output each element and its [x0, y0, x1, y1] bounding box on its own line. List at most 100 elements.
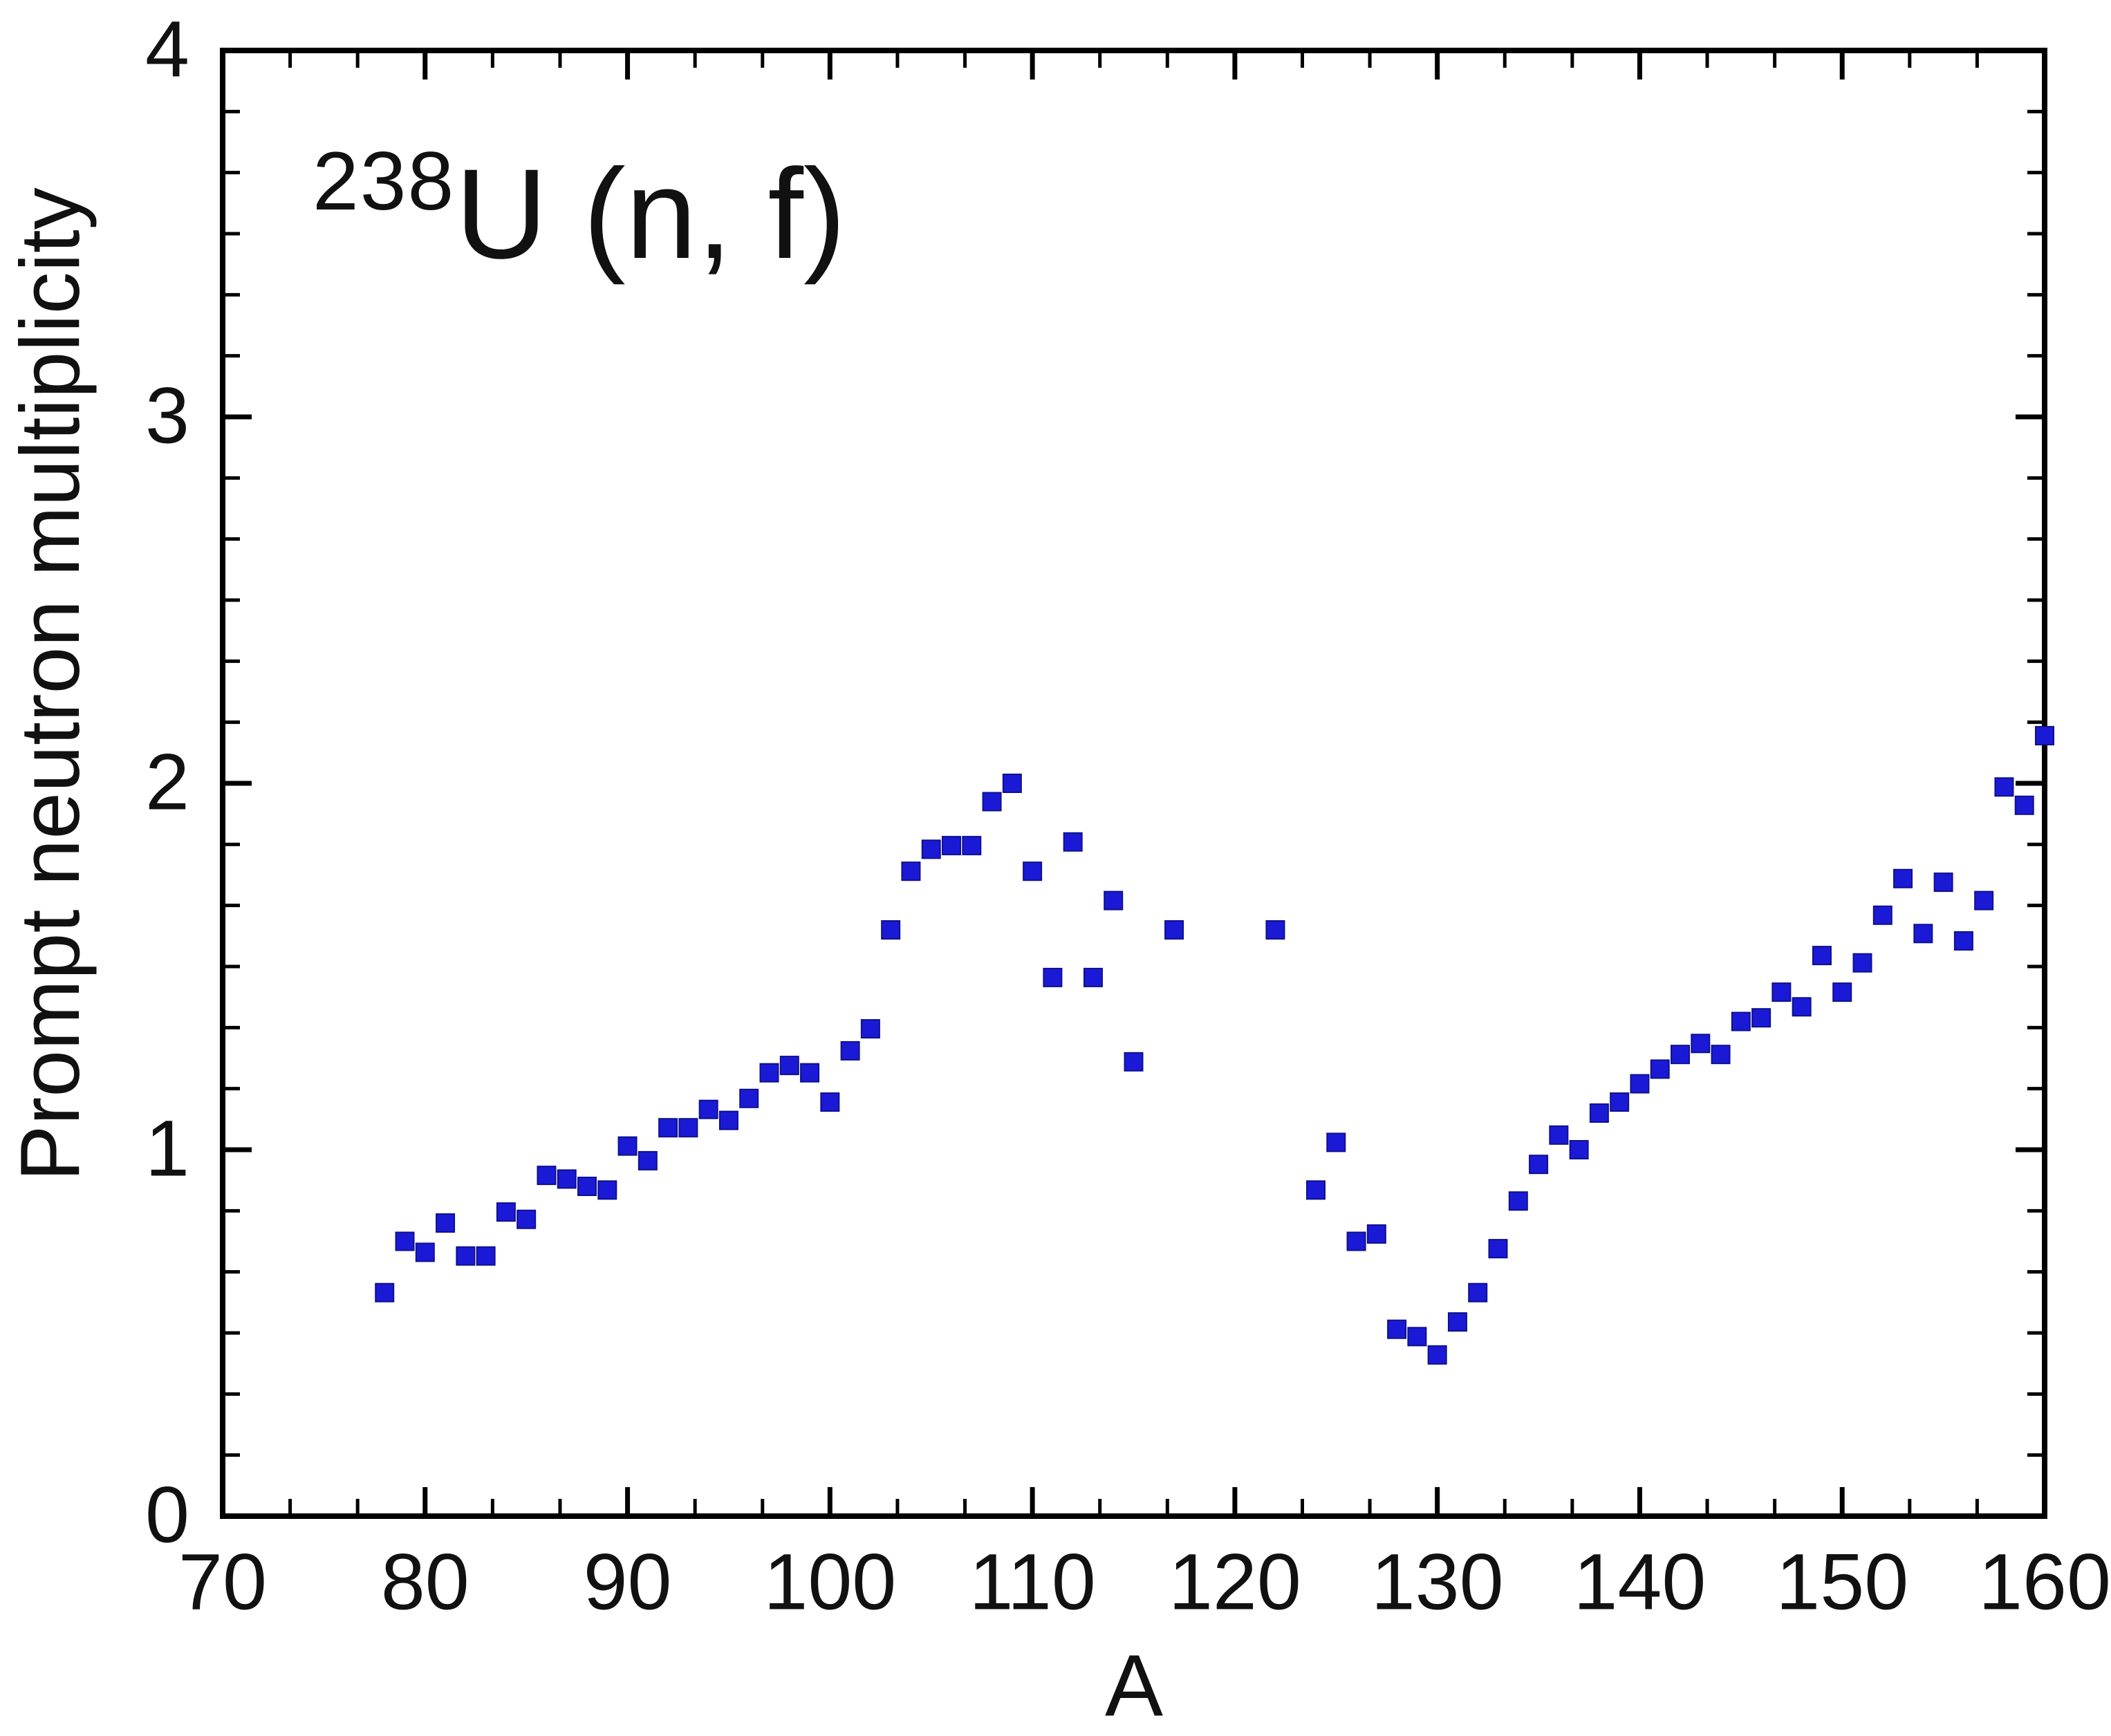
data-point-marker — [1083, 967, 1103, 987]
data-point-marker — [1630, 1074, 1650, 1094]
data-point-marker — [1731, 1011, 1751, 1032]
data-point-marker — [1306, 1180, 1326, 1200]
data-point-marker — [1751, 1008, 1771, 1028]
data-point-marker — [638, 1150, 658, 1170]
data-point-marker — [1953, 931, 1973, 951]
data-point-marker — [1832, 982, 1852, 1002]
x-tick-label: 160 — [1978, 1538, 2111, 1626]
data-point-marker — [739, 1088, 759, 1108]
data-point-marker — [1468, 1282, 1488, 1303]
data-point-marker — [496, 1202, 516, 1222]
data-point-marker — [1650, 1059, 1670, 1079]
data-point-marker — [1346, 1231, 1366, 1251]
data-point-marker — [1872, 905, 1893, 925]
data-point-marker — [698, 1099, 718, 1119]
data-point-marker — [1610, 1092, 1630, 1112]
data-point-marker — [1104, 890, 1124, 911]
data-point-marker — [1771, 982, 1792, 1002]
data-point-marker — [982, 792, 1002, 812]
data-point-marker — [921, 839, 941, 859]
data-point-marker — [1893, 868, 1913, 888]
data-point-marker — [800, 1063, 820, 1083]
title-main: U (n, f) — [455, 143, 846, 286]
y-tick-label: 4 — [145, 5, 189, 93]
data-point-marker — [375, 1282, 395, 1303]
data-point-marker — [860, 1019, 880, 1039]
data-point-marker — [1671, 1045, 1690, 1065]
x-tick-label: 80 — [381, 1538, 469, 1626]
data-point-marker — [436, 1213, 456, 1233]
data-point-marker — [1812, 946, 1832, 966]
data-point-marker — [577, 1177, 597, 1196]
x-tick-label: 140 — [1574, 1538, 1707, 1626]
data-point-marker — [1792, 997, 1812, 1017]
data-point-marker — [962, 836, 982, 856]
data-point-marker — [779, 1056, 799, 1076]
data-point-marker — [1326, 1132, 1346, 1152]
data-point-marker — [1124, 1052, 1144, 1072]
data-point-marker — [1427, 1345, 1447, 1365]
data-point-marker — [1529, 1155, 1549, 1175]
data-point-marker — [2035, 726, 2054, 746]
data-point-marker — [1711, 1045, 1731, 1065]
y-tick-label: 3 — [145, 371, 189, 460]
data-point-marker — [1407, 1327, 1427, 1347]
data-point-marker — [1589, 1103, 1609, 1123]
data-point-marker — [1447, 1312, 1467, 1332]
data-point-marker — [395, 1231, 415, 1251]
data-point-marker — [1913, 924, 1933, 944]
plot-title: 238U (n, f) — [313, 136, 846, 286]
data-point-marker — [1691, 1034, 1711, 1054]
data-point-marker — [840, 1040, 860, 1061]
y-tick-label: 0 — [145, 1471, 189, 1559]
y-tick-label: 1 — [145, 1104, 189, 1193]
y-axis-label: Prompt neutron multiplicity — [3, 187, 97, 1182]
data-point-marker — [1043, 967, 1063, 987]
data-point-marker — [1063, 832, 1083, 852]
data-point-marker — [537, 1166, 557, 1186]
x-tick-label: 100 — [763, 1538, 896, 1626]
data-point-marker — [901, 861, 921, 881]
plot-frame — [220, 48, 2047, 1519]
data-point-marker — [1508, 1191, 1528, 1211]
data-point-marker — [1164, 920, 1184, 940]
data-point-marker — [2014, 795, 2034, 815]
data-point-marker — [1974, 890, 1994, 911]
data-point-marker — [881, 920, 901, 940]
data-point-marker — [597, 1180, 617, 1200]
y-tick-label: 2 — [145, 738, 189, 826]
x-tick-label: 90 — [584, 1538, 672, 1626]
data-point-marker — [759, 1063, 779, 1083]
title-mass-superscript: 238 — [313, 135, 456, 227]
data-point-marker — [1488, 1239, 1508, 1259]
data-point-marker — [476, 1246, 496, 1266]
data-point-marker — [1933, 872, 1953, 893]
data-point-marker — [456, 1246, 476, 1266]
x-tick-label: 110 — [969, 1538, 1095, 1626]
data-point-marker — [1023, 861, 1043, 881]
x-axis-label: A — [1104, 1636, 1164, 1735]
data-point-marker — [1265, 920, 1285, 940]
x-tick-label: 150 — [1776, 1538, 1908, 1626]
data-point-marker — [415, 1242, 435, 1262]
data-point-marker — [1569, 1140, 1589, 1159]
x-tick-label: 130 — [1371, 1538, 1504, 1626]
data-point-marker — [658, 1118, 678, 1138]
data-point-marker — [718, 1110, 738, 1130]
data-point-marker — [1387, 1319, 1407, 1339]
x-tick-label: 70 — [178, 1538, 267, 1626]
data-point-marker — [820, 1092, 840, 1112]
data-point-marker — [1366, 1224, 1386, 1244]
data-point-marker — [517, 1209, 537, 1229]
data-point-marker — [942, 836, 961, 856]
data-point-marker — [678, 1118, 698, 1138]
data-point-marker — [1002, 774, 1022, 793]
data-point-marker — [1852, 953, 1872, 973]
data-point-marker — [617, 1136, 638, 1156]
data-point-marker — [1994, 777, 2014, 797]
x-tick-label: 120 — [1169, 1538, 1301, 1626]
data-point-marker — [1549, 1125, 1569, 1145]
data-point-marker — [557, 1169, 577, 1189]
